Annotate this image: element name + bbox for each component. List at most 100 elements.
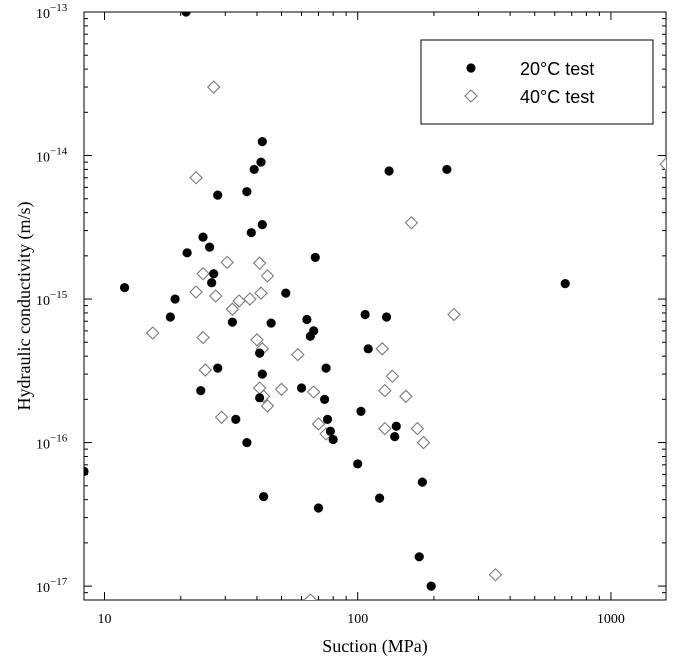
point-20c [209, 269, 219, 279]
point-20c [391, 421, 401, 431]
legend-box [420, 39, 654, 125]
legend-label-20c: 20°C test [520, 59, 594, 79]
point-20c [321, 363, 331, 373]
x-tick-labels: 10 100 1000 [97, 612, 624, 627]
point-20c [309, 326, 319, 336]
point-20c [417, 477, 427, 487]
axis-ticks [84, 12, 666, 601]
point-40c [378, 421, 392, 436]
point-20c [204, 242, 215, 252]
point-20c [182, 248, 192, 258]
point-20c [213, 363, 223, 373]
point-20c [363, 344, 373, 354]
y-tick-labels: 10−17 10−16 10−15 10−14 10−13 [36, 2, 68, 596]
point-40c [447, 307, 461, 322]
y-tick-label: 10−13 [36, 2, 68, 22]
point-20c [353, 459, 363, 469]
point-20c [259, 492, 269, 502]
y-tick-label: 10−14 [36, 146, 68, 166]
legend-marker-20c [466, 63, 476, 73]
point-40c [291, 347, 305, 362]
point-40c [208, 289, 223, 303]
point-20c [256, 157, 266, 167]
legend: 20°C test 40°C test [420, 39, 654, 125]
point-40c [225, 302, 240, 316]
point-20c [319, 394, 330, 404]
point-40c [145, 326, 160, 340]
point-20c [207, 278, 217, 288]
data-points [84, 12, 666, 600]
point-20c [296, 383, 307, 393]
point-20c [246, 228, 256, 238]
point-20c [356, 406, 366, 416]
point-20c [84, 466, 89, 476]
point-20c [196, 386, 206, 396]
point-40c [659, 157, 666, 171]
point-20c [390, 432, 400, 442]
point-20c [426, 581, 436, 591]
point-20c [374, 493, 385, 503]
point-20c [198, 232, 208, 242]
point-40c [189, 285, 203, 299]
x-tick-label: 10 [97, 612, 111, 627]
point-40c [232, 294, 246, 308]
point-40c [260, 269, 275, 283]
point-40c [214, 410, 229, 425]
point-40c [385, 369, 400, 383]
point-20c [414, 552, 424, 562]
point-20c [310, 252, 320, 263]
point-20c [249, 164, 259, 175]
legend-marker-40c [464, 89, 478, 103]
y-tick-label: 10−17 [36, 576, 68, 596]
point-20c [170, 294, 180, 304]
point-40c [243, 292, 257, 306]
point-40c [250, 333, 264, 347]
point-20c [381, 312, 392, 322]
point-20c [242, 437, 252, 448]
point-40c [196, 330, 210, 345]
point-20c [325, 426, 335, 436]
point-20c [257, 137, 267, 147]
y-tick-label: 10−16 [36, 433, 68, 453]
point-40c [198, 363, 213, 377]
point-20c [181, 12, 191, 17]
point-40c [196, 266, 210, 281]
point-20c [227, 317, 238, 327]
point-20c [322, 414, 333, 425]
point-20c [384, 166, 394, 176]
point-20c [328, 434, 338, 445]
point-20c [257, 369, 267, 379]
point-40c [274, 382, 289, 397]
point-40c [303, 593, 318, 600]
point-20c [165, 312, 175, 322]
point-20c [119, 283, 130, 293]
point-20c [360, 309, 370, 320]
point-20c [255, 393, 265, 403]
point-40c [260, 399, 275, 413]
legend-label-40c: 40°C test [520, 87, 594, 107]
point-40c [375, 342, 390, 356]
point-20c [242, 187, 252, 197]
point-40c [254, 286, 268, 300]
point-20c [313, 503, 324, 513]
y-tick-label: 10−15 [36, 289, 68, 309]
x-axis-title: Suction (MPa) [322, 636, 428, 657]
point-20c [266, 318, 276, 328]
point-40c [306, 385, 321, 399]
y-axis-title: Hydraulic conductivity (m/s) [14, 202, 35, 411]
point-40c [416, 435, 431, 450]
point-40c [206, 80, 221, 94]
x-tick-label: 100 [347, 612, 368, 627]
point-40c [311, 417, 326, 431]
point-20c [213, 190, 223, 200]
point-40c [410, 421, 425, 436]
point-20c [255, 348, 265, 358]
point-40c [189, 170, 203, 185]
point-20c [231, 414, 241, 425]
point-20c [560, 279, 570, 289]
point-40c [252, 256, 267, 270]
point-20c [302, 314, 312, 325]
point-40c [404, 215, 419, 230]
point-20c [281, 288, 291, 298]
